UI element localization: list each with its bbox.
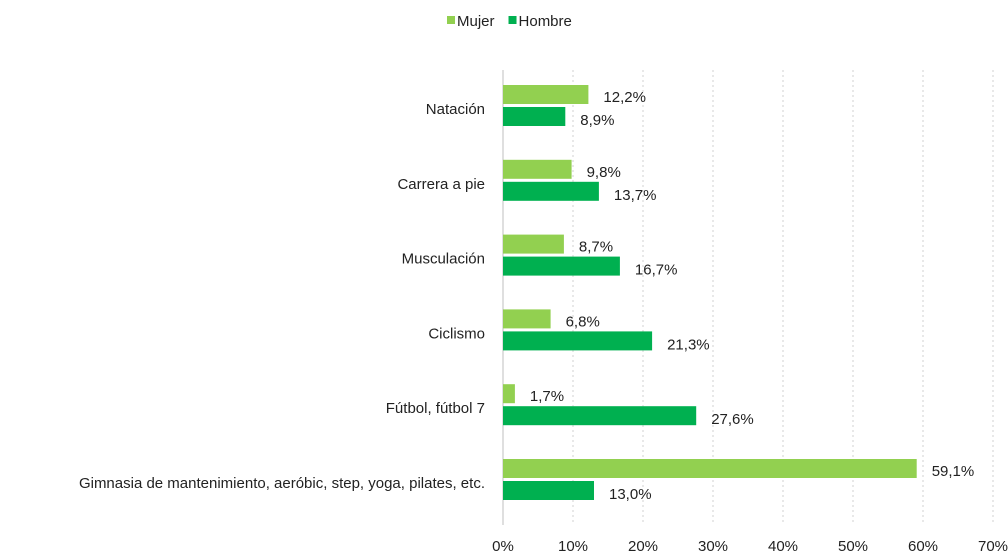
bar bbox=[503, 481, 594, 500]
x-tick-label: 50% bbox=[838, 538, 868, 554]
bar bbox=[503, 107, 566, 126]
x-tick-label: 20% bbox=[628, 538, 658, 554]
bar bbox=[503, 331, 653, 351]
value-label: 16,7% bbox=[635, 262, 678, 279]
x-tick-label: 0% bbox=[492, 538, 514, 554]
value-label: 6,8% bbox=[566, 313, 600, 330]
x-tick-label: 10% bbox=[558, 538, 588, 554]
value-label: 8,7% bbox=[579, 239, 613, 256]
value-label: 12,2% bbox=[603, 89, 646, 106]
bar bbox=[503, 406, 697, 426]
category-label: Fútbol, fútbol 7 bbox=[386, 400, 485, 417]
category-label: Ciclismo bbox=[428, 325, 485, 342]
category-label: Musculación bbox=[402, 251, 485, 268]
bar bbox=[503, 234, 564, 254]
x-tick-label: 30% bbox=[698, 538, 728, 554]
bar bbox=[503, 85, 589, 104]
legend-swatch bbox=[447, 16, 455, 24]
bar bbox=[503, 256, 620, 276]
value-label: 21,3% bbox=[667, 336, 710, 353]
category-label: Natación bbox=[426, 101, 485, 118]
legend-swatch bbox=[508, 16, 517, 24]
bar bbox=[503, 384, 515, 404]
value-label: 8,9% bbox=[580, 112, 614, 129]
value-label: 59,1% bbox=[932, 463, 975, 480]
bar bbox=[503, 309, 551, 329]
legend-label: Hombre bbox=[519, 13, 572, 30]
category-label: Gimnasia de mantenimiento, aeróbic, step… bbox=[79, 475, 485, 492]
value-label: 13,7% bbox=[614, 187, 657, 204]
x-tick-label: 40% bbox=[768, 538, 798, 554]
bar bbox=[503, 181, 599, 201]
category-label: Carrera a pie bbox=[397, 176, 485, 193]
legend-label: Mujer bbox=[457, 13, 495, 30]
x-tick-label: 60% bbox=[908, 538, 938, 554]
value-label: 9,8% bbox=[587, 164, 621, 181]
value-label: 13,0% bbox=[609, 486, 652, 503]
bar bbox=[503, 459, 917, 478]
x-tick-label: 70% bbox=[978, 538, 1008, 554]
value-label: 27,6% bbox=[711, 411, 754, 428]
value-label: 1,7% bbox=[530, 388, 564, 405]
bar bbox=[503, 159, 572, 179]
